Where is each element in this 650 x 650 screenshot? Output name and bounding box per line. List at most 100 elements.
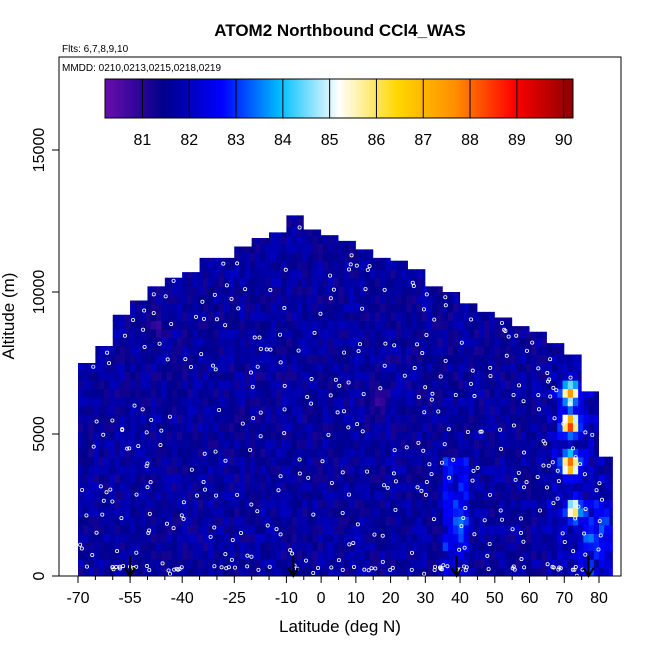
heatmap-cell bbox=[463, 277, 470, 287]
heatmap-cell bbox=[520, 490, 527, 500]
heatmap-cell bbox=[552, 337, 558, 347]
heatmap-cell bbox=[197, 431, 204, 441]
heatmap-cell bbox=[479, 431, 485, 441]
heatmap-cell bbox=[124, 371, 131, 381]
heatmap-cell bbox=[557, 533, 564, 543]
heatmap-cell bbox=[192, 524, 199, 534]
heatmap-cell bbox=[224, 201, 230, 210]
heatmap-cell bbox=[484, 218, 491, 228]
heatmap-cell bbox=[437, 541, 444, 552]
heatmap-cell bbox=[442, 473, 449, 483]
heatmap-cell bbox=[557, 243, 564, 253]
heatmap-cell bbox=[572, 507, 579, 517]
heatmap-cell bbox=[421, 363, 428, 373]
heatmap-cell bbox=[463, 439, 470, 449]
heatmap-cell bbox=[406, 465, 413, 475]
heatmap-cell bbox=[161, 235, 168, 245]
heatmap-cell bbox=[130, 371, 136, 381]
heatmap-cell bbox=[437, 380, 444, 390]
heatmap-cell bbox=[374, 277, 381, 287]
heatmap-cell bbox=[354, 473, 360, 483]
heatmap-cell bbox=[187, 473, 194, 483]
sample-point bbox=[438, 565, 443, 570]
sample-point bbox=[463, 568, 468, 573]
heatmap-cell bbox=[255, 490, 261, 500]
heatmap-cell bbox=[182, 507, 189, 517]
sample-point bbox=[462, 545, 467, 550]
heatmap-cell bbox=[140, 422, 147, 432]
heatmap-cell bbox=[104, 286, 110, 296]
heatmap-cell bbox=[578, 294, 584, 304]
heatmap-cell bbox=[447, 541, 454, 552]
heatmap-cell bbox=[453, 482, 459, 492]
heatmap-cell bbox=[536, 277, 543, 287]
heatmap-cell bbox=[390, 388, 397, 398]
heatmap-cell bbox=[531, 252, 538, 262]
heatmap-cell bbox=[510, 448, 517, 458]
heatmap-cell bbox=[395, 294, 402, 304]
heatmap-cell bbox=[239, 516, 246, 526]
heatmap-cell bbox=[213, 388, 220, 398]
heatmap-cell bbox=[312, 303, 319, 313]
heatmap-cell bbox=[531, 397, 538, 407]
heatmap-cell bbox=[578, 456, 584, 466]
heatmap-cell bbox=[234, 473, 241, 483]
heatmap-cell bbox=[552, 303, 558, 313]
heatmap-cell bbox=[328, 550, 334, 560]
heatmap-cell bbox=[479, 235, 485, 245]
heatmap-cell bbox=[255, 439, 261, 449]
heatmap-cell bbox=[333, 473, 340, 483]
heatmap-cell bbox=[421, 541, 428, 552]
heatmap-cell bbox=[307, 294, 314, 304]
heatmap-cell bbox=[432, 345, 439, 356]
heatmap-cell bbox=[166, 286, 173, 296]
sample-point bbox=[283, 267, 288, 272]
heatmap-cell bbox=[119, 422, 126, 432]
heatmap-cell bbox=[473, 567, 480, 576]
heatmap-cell bbox=[291, 215, 298, 219]
heatmap-cell bbox=[557, 286, 564, 296]
heatmap-cell bbox=[166, 499, 173, 509]
heatmap-cell bbox=[364, 218, 371, 228]
heatmap-cell bbox=[343, 448, 350, 458]
heatmap-cell bbox=[135, 533, 142, 543]
heatmap-cell bbox=[145, 311, 152, 321]
heatmap-cell bbox=[343, 215, 350, 219]
heatmap-cell bbox=[244, 567, 251, 576]
heatmap-cell bbox=[406, 277, 413, 287]
heatmap-cell bbox=[552, 490, 558, 500]
sample-point bbox=[214, 493, 219, 498]
heatmap-cell bbox=[229, 533, 235, 543]
heatmap-cell bbox=[599, 286, 605, 296]
heatmap-cell bbox=[494, 354, 501, 364]
heatmap-cell bbox=[141, 201, 147, 210]
heatmap-cell bbox=[150, 388, 157, 398]
heatmap-cell bbox=[192, 218, 199, 228]
heatmap-cell bbox=[322, 371, 329, 381]
heatmap-cell bbox=[416, 380, 423, 390]
heatmap-cell bbox=[317, 431, 324, 441]
heatmap-cell bbox=[531, 354, 538, 364]
heatmap-cell bbox=[234, 286, 241, 296]
heatmap-cell bbox=[328, 397, 334, 407]
heatmap-cell bbox=[593, 337, 600, 347]
x-tick-label: 0 bbox=[317, 590, 326, 607]
heatmap-cell bbox=[593, 490, 600, 500]
heatmap-cell bbox=[385, 201, 391, 210]
heatmap-cell bbox=[494, 456, 501, 466]
heatmap-cell bbox=[322, 499, 329, 509]
heatmap-cell bbox=[124, 363, 131, 373]
heatmap-cell bbox=[156, 397, 162, 407]
heatmap-cell bbox=[354, 507, 360, 517]
heatmap-cell bbox=[526, 516, 532, 526]
heatmap-cell bbox=[322, 448, 329, 458]
sample-point bbox=[561, 421, 566, 426]
heatmap-cell bbox=[411, 337, 418, 347]
heatmap-cell bbox=[244, 311, 251, 321]
heatmap-cell bbox=[218, 235, 225, 245]
heatmap-cell bbox=[520, 533, 527, 543]
heatmap-cell bbox=[317, 380, 324, 390]
heatmap-cell bbox=[312, 260, 319, 270]
heatmap-cell bbox=[359, 371, 366, 381]
